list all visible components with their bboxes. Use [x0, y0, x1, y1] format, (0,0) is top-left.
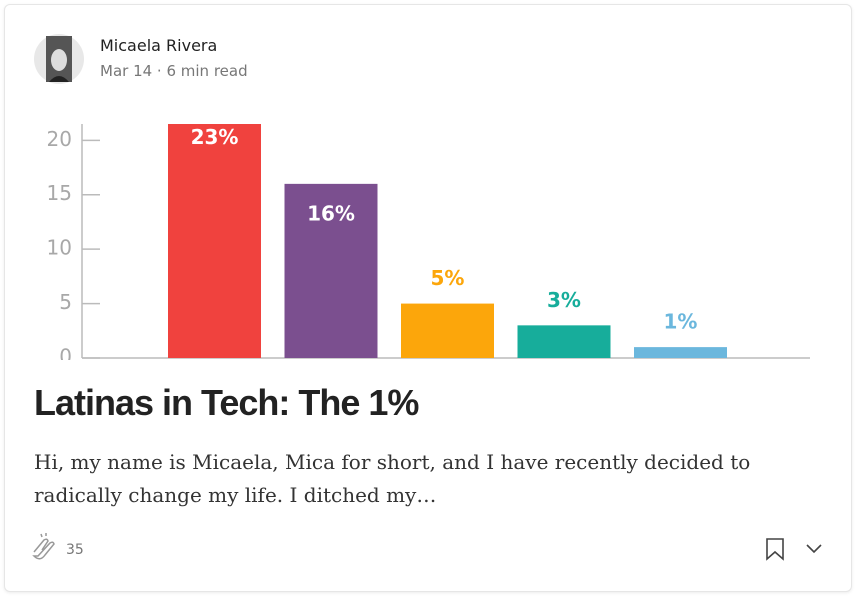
value-label: 3% [547, 288, 581, 312]
y-tick-label: 15 [47, 181, 72, 205]
author-name[interactable]: Micaela Rivera [100, 36, 218, 55]
bar [401, 303, 494, 358]
bar [517, 325, 611, 358]
value-label: 1% [664, 310, 698, 334]
value-label: 23% [191, 125, 239, 149]
avatar[interactable] [34, 34, 84, 84]
bookmark-icon[interactable] [766, 538, 784, 561]
bar [634, 347, 727, 358]
post-card[interactable] [4, 4, 852, 592]
clap-icon[interactable] [32, 533, 55, 560]
clap-count[interactable]: 35 [66, 542, 84, 558]
bar [284, 183, 378, 358]
y-tick-label: 20 [47, 127, 72, 151]
post-excerpt[interactable]: Hi, my name is Micaela, Mica for short, … [34, 450, 751, 507]
y-tick-label: 0 [59, 345, 72, 369]
value-label: 5% [431, 266, 465, 290]
bar [168, 124, 261, 359]
post-meta: Mar 14 · 6 min read [100, 62, 248, 80]
value-label: 16% [307, 201, 355, 225]
post-title[interactable]: Latinas in Tech: The 1% [34, 382, 419, 423]
chart-image: 0 5 10 15 20 23% 16% 5% 3% 1% [47, 124, 810, 369]
y-tick-label: 5 [59, 290, 72, 314]
more-icon[interactable] [806, 544, 822, 554]
y-tick-label: 10 [47, 236, 72, 260]
